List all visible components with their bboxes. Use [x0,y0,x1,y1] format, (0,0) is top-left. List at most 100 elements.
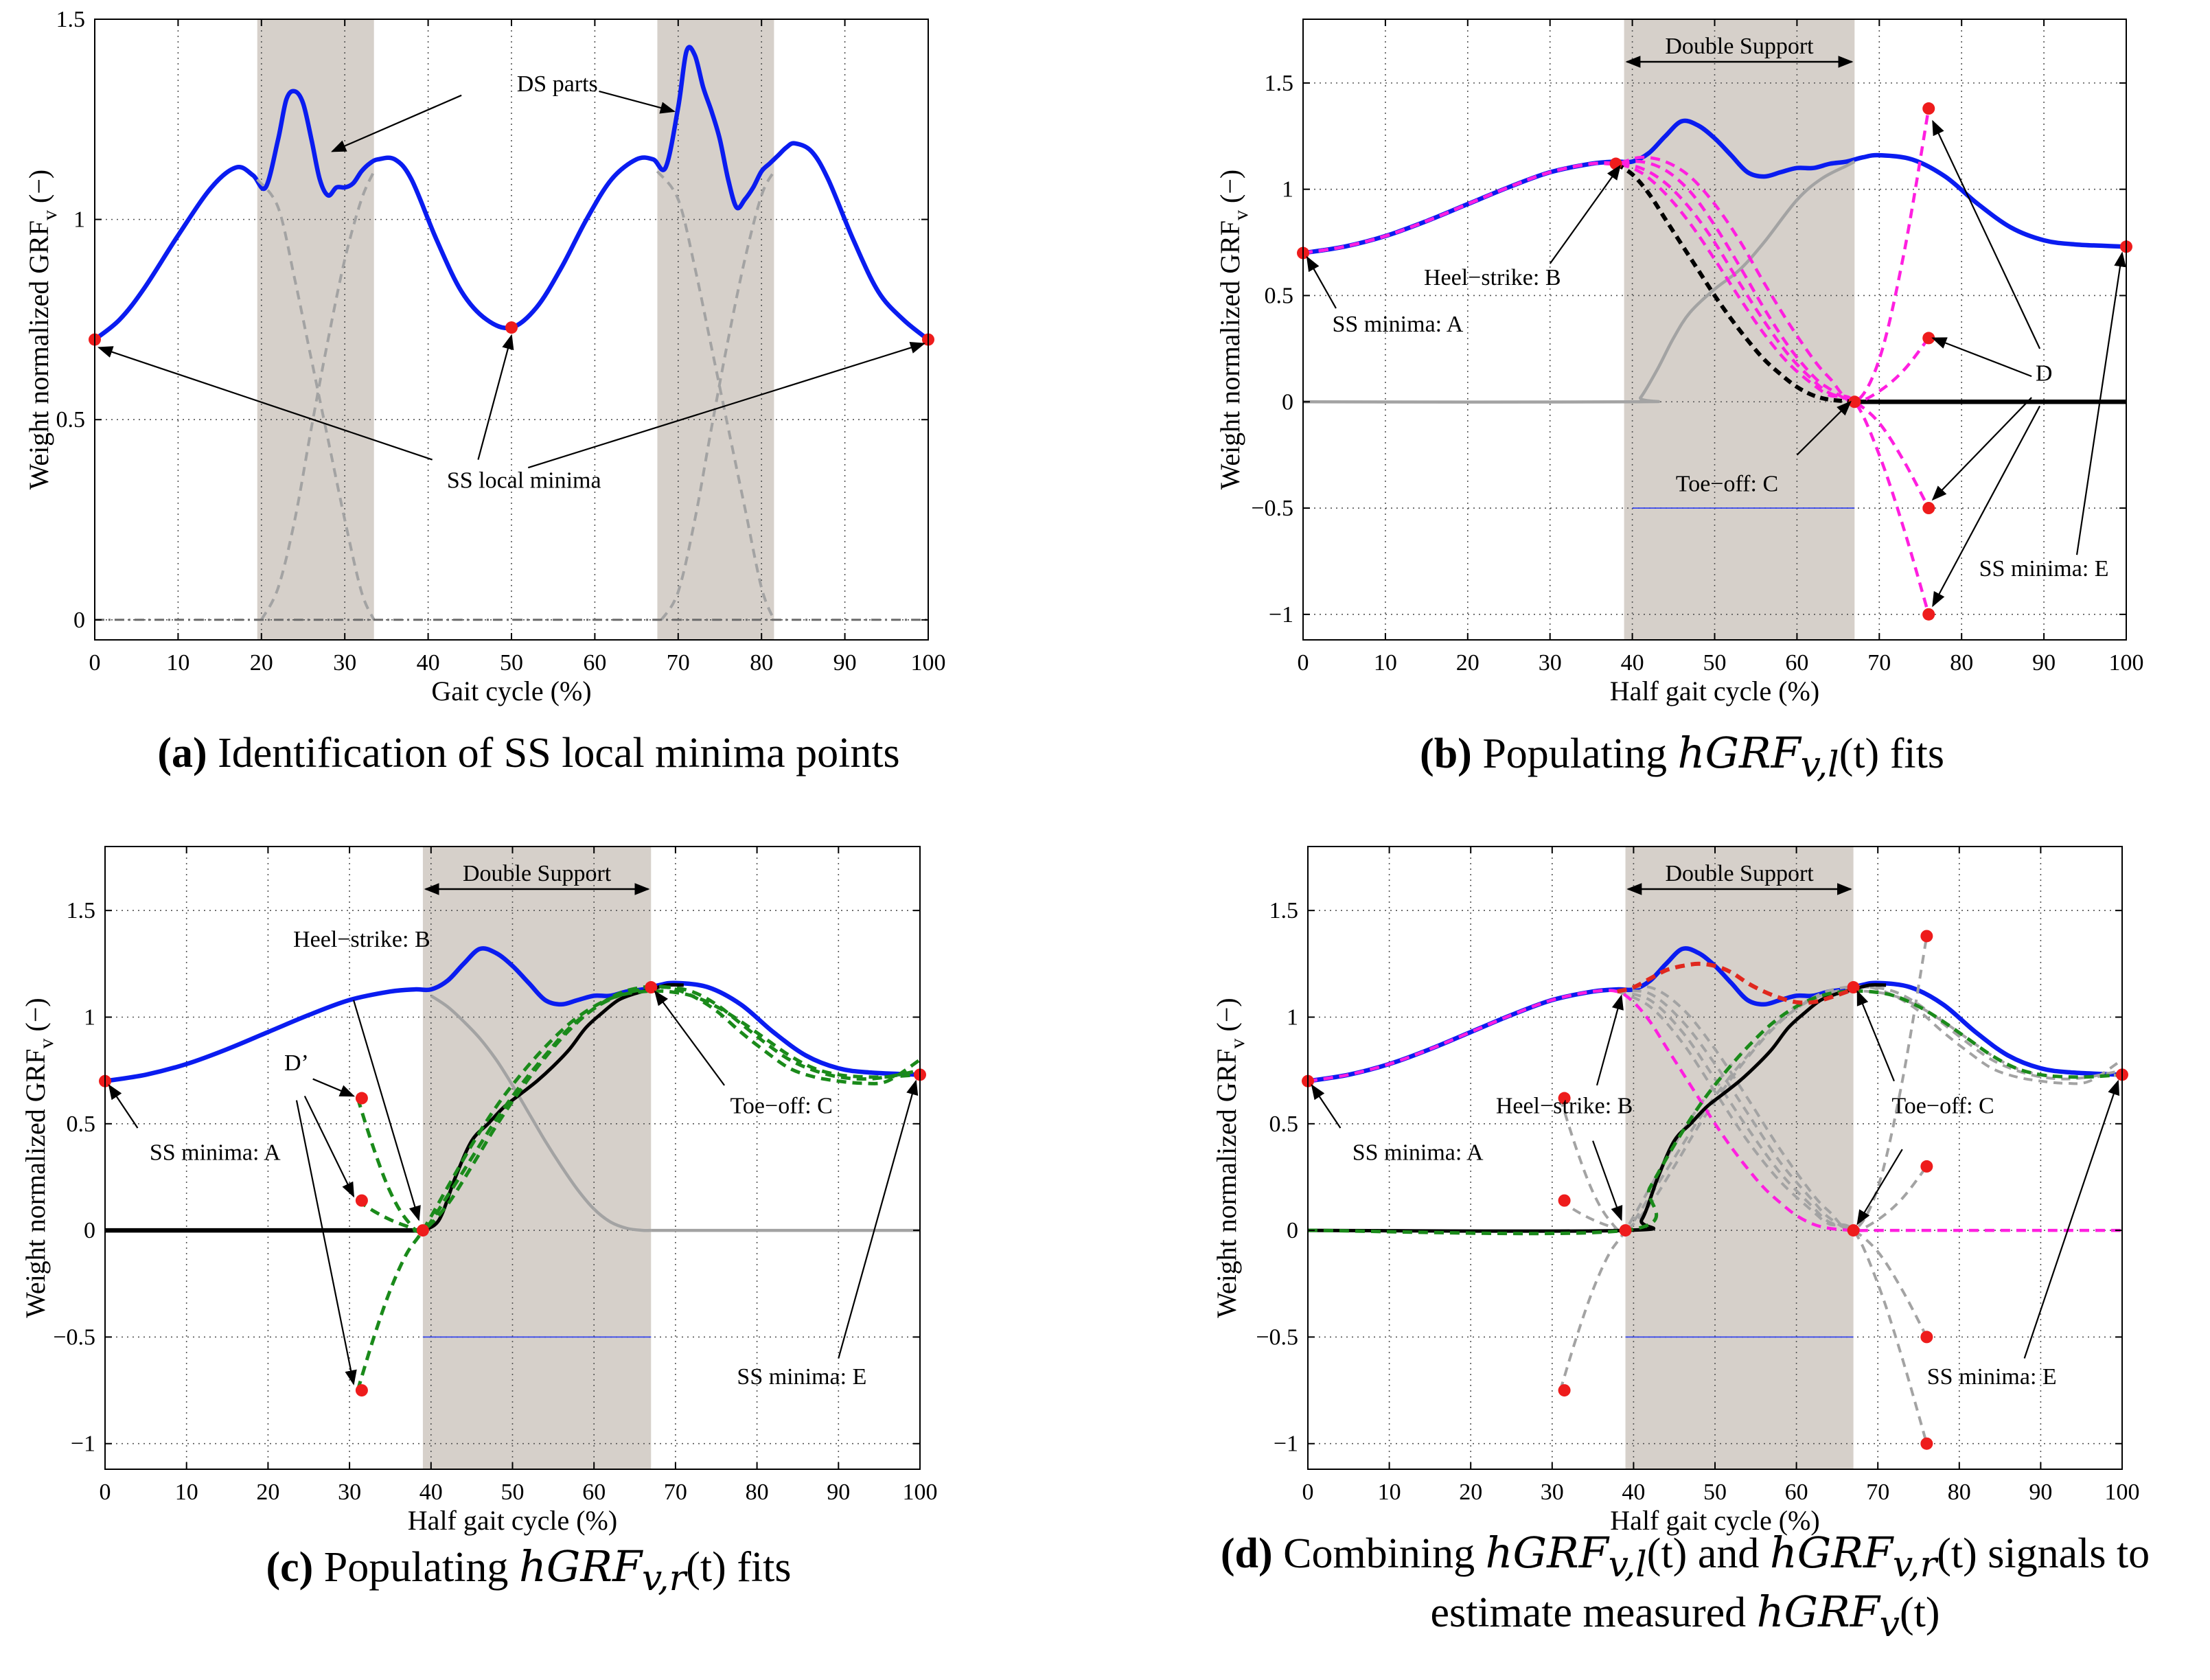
panel-b-annotation-arrow [1931,397,2032,501]
panel-b-annotation-arrow [1932,405,2041,608]
panel-d-ytick-label: −1 [1274,1431,1298,1457]
panel-c-annotation-text: Toe−off: C [730,1093,833,1118]
panel-d-xtick-label: 10 [1378,1480,1401,1505]
panel-b-ytick-label: 1.5 [1265,71,1294,96]
panel-d-xtick-label: 40 [1622,1480,1645,1505]
panel-b-xtick-label: 20 [1456,650,1480,676]
panel-d-ytick-label: 0.5 [1269,1112,1299,1137]
panel-d-xtick-label: 100 [2105,1480,2140,1505]
panel-d-ytick-label: 1.5 [1269,898,1299,923]
caption-d-line1: (d) Combining hGRFv,l(t) and hGRFv,r(t) … [1160,1528,2210,1587]
panel-c-annotation-text: SS minima: E [737,1364,866,1390]
panel-d-xtick-label: 20 [1459,1480,1482,1505]
panel-d-xtick-label: 50 [1703,1480,1727,1505]
panel-c-annotation-text: SS minima: A [150,1140,281,1166]
panel-c-ds-label: Double Support [463,861,612,886]
caption-d-math1: hGRF [1485,1528,1609,1578]
panel-a-xtick-label: 50 [500,650,523,676]
panel-c-chart: 0 10 20 30 40 50 60 70 80 90 100 −1 −0.5 0 0.5 1 1.5 Half… [20,846,938,1536]
panel-a-ytick-label: 0 [73,608,85,633]
panel-a-xtick-label: 80 [750,650,773,676]
panel-a-xtick-label: 40 [417,650,440,676]
panel-c-xtick-label: 30 [338,1480,361,1505]
panel-c-ytick-label: 0.5 [67,1112,96,1137]
panel-c-series-line [430,994,652,1232]
panel-d-marker-point [1847,1224,1860,1237]
panel-d-ylabel: Weight normalized GRFv (−) [1211,998,1249,1317]
panel-d-series-line [1616,961,1854,1005]
caption-c-post: fits [726,1544,792,1591]
panel-a-xtick-label: 70 [667,650,690,676]
caption-d: (d) Combining hGRFv,l(t) and hGRFv,r(t) … [1160,1528,2210,1646]
caption-c-pre: Populating [313,1544,519,1591]
panel-a-ytick-label: 1.5 [56,7,86,32]
panel-a-annotation-arrow [97,346,433,461]
panel-c-xtick-label: 0 [100,1480,111,1505]
panel-b-marker-point [1609,157,1622,170]
caption-d-sub1: v,l [1608,1544,1647,1586]
caption-d-sub3: v [1879,1603,1900,1645]
panel-b-marker-point [1922,502,1935,515]
panel-b-ylabel: Weight normalized GRFv (−) [1215,170,1252,490]
caption-d-label: (d) [1220,1530,1273,1577]
panel-a-ylabel: Weight normalized GRFv (−) [23,170,61,490]
panel-b-ds-label: Double Support [1665,34,1814,59]
caption-a: (a) Identification of SS local minima po… [27,728,1030,779]
panel-c-marker-point [645,981,658,994]
panel-a-ds-region [657,19,774,640]
panel-b-xtick-label: 80 [1950,650,1973,676]
panel-d-xtick-label: 70 [1866,1480,1889,1505]
panel-a-annotation-text: DS parts [517,71,598,97]
panel-d-annotation-arrow [1856,1149,1903,1226]
panel-b-xtick-label: 100 [2109,650,2144,676]
panel-d-annotation-arrow [2023,1079,2120,1359]
panel-a-series-line [93,45,930,342]
panel-d-marker-point [1619,1224,1632,1237]
panel-a-annotation-arrow [599,90,676,114]
panel-d-xtick-label: 0 [1302,1480,1314,1505]
caption-d-sub2: v,r [1893,1544,1937,1586]
panel-a-series-line [660,170,776,621]
panel-b-annotation-text: SS minima: E [1979,556,2109,582]
panel-d-series-line [1307,989,2122,1232]
panel-c-marker-point [355,1384,368,1397]
panel-c-series-line [356,985,921,1234]
panel-b-xtick-label: 10 [1374,650,1397,676]
panel-b-xtick-label: 0 [1298,650,1309,676]
panel-d-annotation-text: Heel−strike: B [1496,1093,1633,1118]
panel-d-ytick-label: 0 [1287,1218,1298,1243]
panel-b-series-line [1302,160,1856,404]
panel-b-marker-point [1922,608,1935,621]
panel-d-series-line [1307,989,2123,1236]
panel-b-annotation-arrow [1549,164,1621,264]
panel-a-ytick-label: 1 [73,207,85,233]
caption-d-math2: hGRF [1769,1528,1894,1578]
panel-a-ytick-label: 0.5 [56,407,86,433]
panel-d-marker-point [1920,1437,1933,1450]
caption-b-pre: Populating [1471,730,1678,777]
panel-b-annotation-text: D [2036,360,2053,386]
panel-c-annotation-text: Heel−strike: B [293,927,430,952]
panel-b-series-line [1614,161,1855,404]
panel-b-series-line [1302,161,1931,509]
panel-d-series-line [1617,989,1928,1232]
panel-d-marker-point [1920,930,1933,943]
panel-b-xtick-label: 30 [1539,650,1562,676]
panel-d-xtick-label: 30 [1541,1480,1564,1505]
caption-b: (b) Populating hGRFv,l(t) fits [1181,728,2183,787]
panel-c-annotation-arrow [654,990,726,1086]
panel-a-xtick-label: 90 [833,650,857,676]
panel-b-chart: 0 10 20 30 40 50 60 70 80 90 100 −1 −0.5 0 0.5 1 1.5 Half… [1215,19,2144,706]
panel-d-xtick-label: 60 [1785,1480,1808,1505]
panel-a-xtick-label: 0 [89,650,101,676]
panel-c-annotation-arrow [352,1000,421,1221]
caption-d-arg2: (t) [1937,1530,1977,1577]
caption-c-arg: (t) [686,1544,726,1591]
panel-b-annotation-arrow [1306,255,1337,309]
panel-c-ytick-label: 1.5 [67,898,96,923]
panel-b-xtick-label: 50 [1703,650,1727,676]
panel-d-annotation-arrow [1596,994,1624,1086]
panel-c-marker-point [355,1092,368,1105]
panel-b-ytick-label: 1 [1282,177,1293,203]
panel-d-marker-point [1558,1194,1571,1207]
